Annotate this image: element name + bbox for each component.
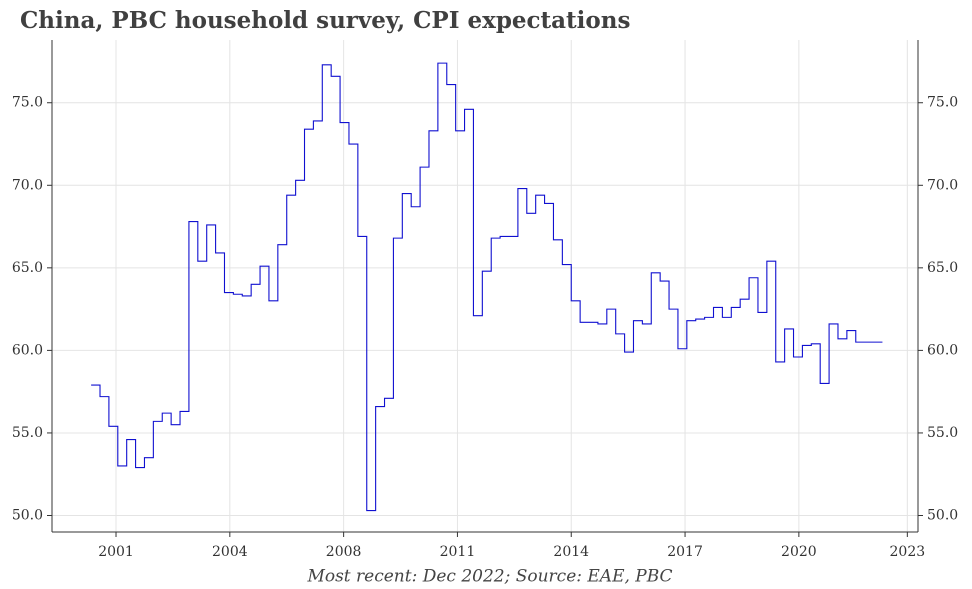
y2-tick-label: 60.0: [927, 342, 958, 358]
y2-tick-label: 65.0: [927, 260, 958, 276]
y-tick-label: 50.0: [12, 507, 43, 523]
x-tick-label: 2023: [890, 544, 926, 560]
y2-tick-label: 55.0: [927, 425, 958, 441]
x-tick-label: 2011: [440, 544, 476, 560]
y-tick-label: 60.0: [12, 342, 43, 358]
y-tick-label: 75.0: [12, 95, 43, 111]
x-tick-label: 2008: [326, 544, 362, 560]
chart-title: China, PBC household survey, CPI expecta…: [20, 7, 630, 34]
x-tick-label: 2001: [98, 544, 134, 560]
x-tick-label: 2017: [667, 544, 703, 560]
y2-tick-label: 75.0: [927, 95, 958, 111]
y-tick-label: 55.0: [12, 425, 43, 441]
x-tick-label: 2020: [781, 544, 817, 560]
y-tick-label: 70.0: [12, 177, 43, 193]
x-tick-label: 2014: [553, 544, 589, 560]
line-series: [91, 62, 883, 512]
x-tick-label: 2004: [212, 544, 248, 560]
y2-tick-label: 70.0: [927, 177, 958, 193]
y2-tick-label: 50.0: [927, 507, 958, 523]
y-tick-label: 65.0: [12, 260, 43, 276]
caption: Most recent: Dec 2022; Source: EAE, PBC: [306, 567, 672, 587]
